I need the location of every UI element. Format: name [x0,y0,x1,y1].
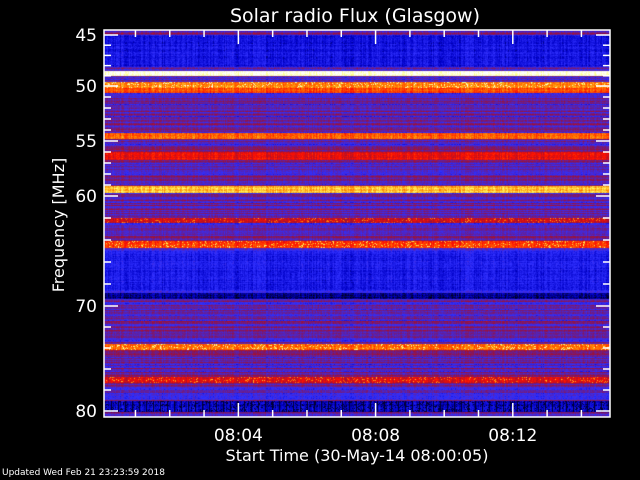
chart-title: Solar radio Flux (Glasgow) [230,5,480,27]
y-tick-label: 45 [75,26,97,46]
spectrogram-image [104,30,610,417]
x-axis-label: Start Time (30-May-14 08:00:05) [226,446,489,465]
plot-frame [103,29,611,418]
x-tick-label: 08:04 [214,426,263,446]
y-tick-label: 60 [75,187,97,207]
y-tick-label: 50 [75,77,97,97]
x-tick-label: 08:08 [351,426,400,446]
updated-timestamp: Updated Wed Feb 21 23:23:59 2018 [2,468,165,478]
y-tick-label: 70 [75,297,97,317]
x-tick-label: 08:12 [488,426,537,446]
y-tick-label: 55 [75,132,97,152]
y-axis-label: Frequency [MHz] [49,158,68,292]
y-tick-label: 80 [75,402,97,422]
